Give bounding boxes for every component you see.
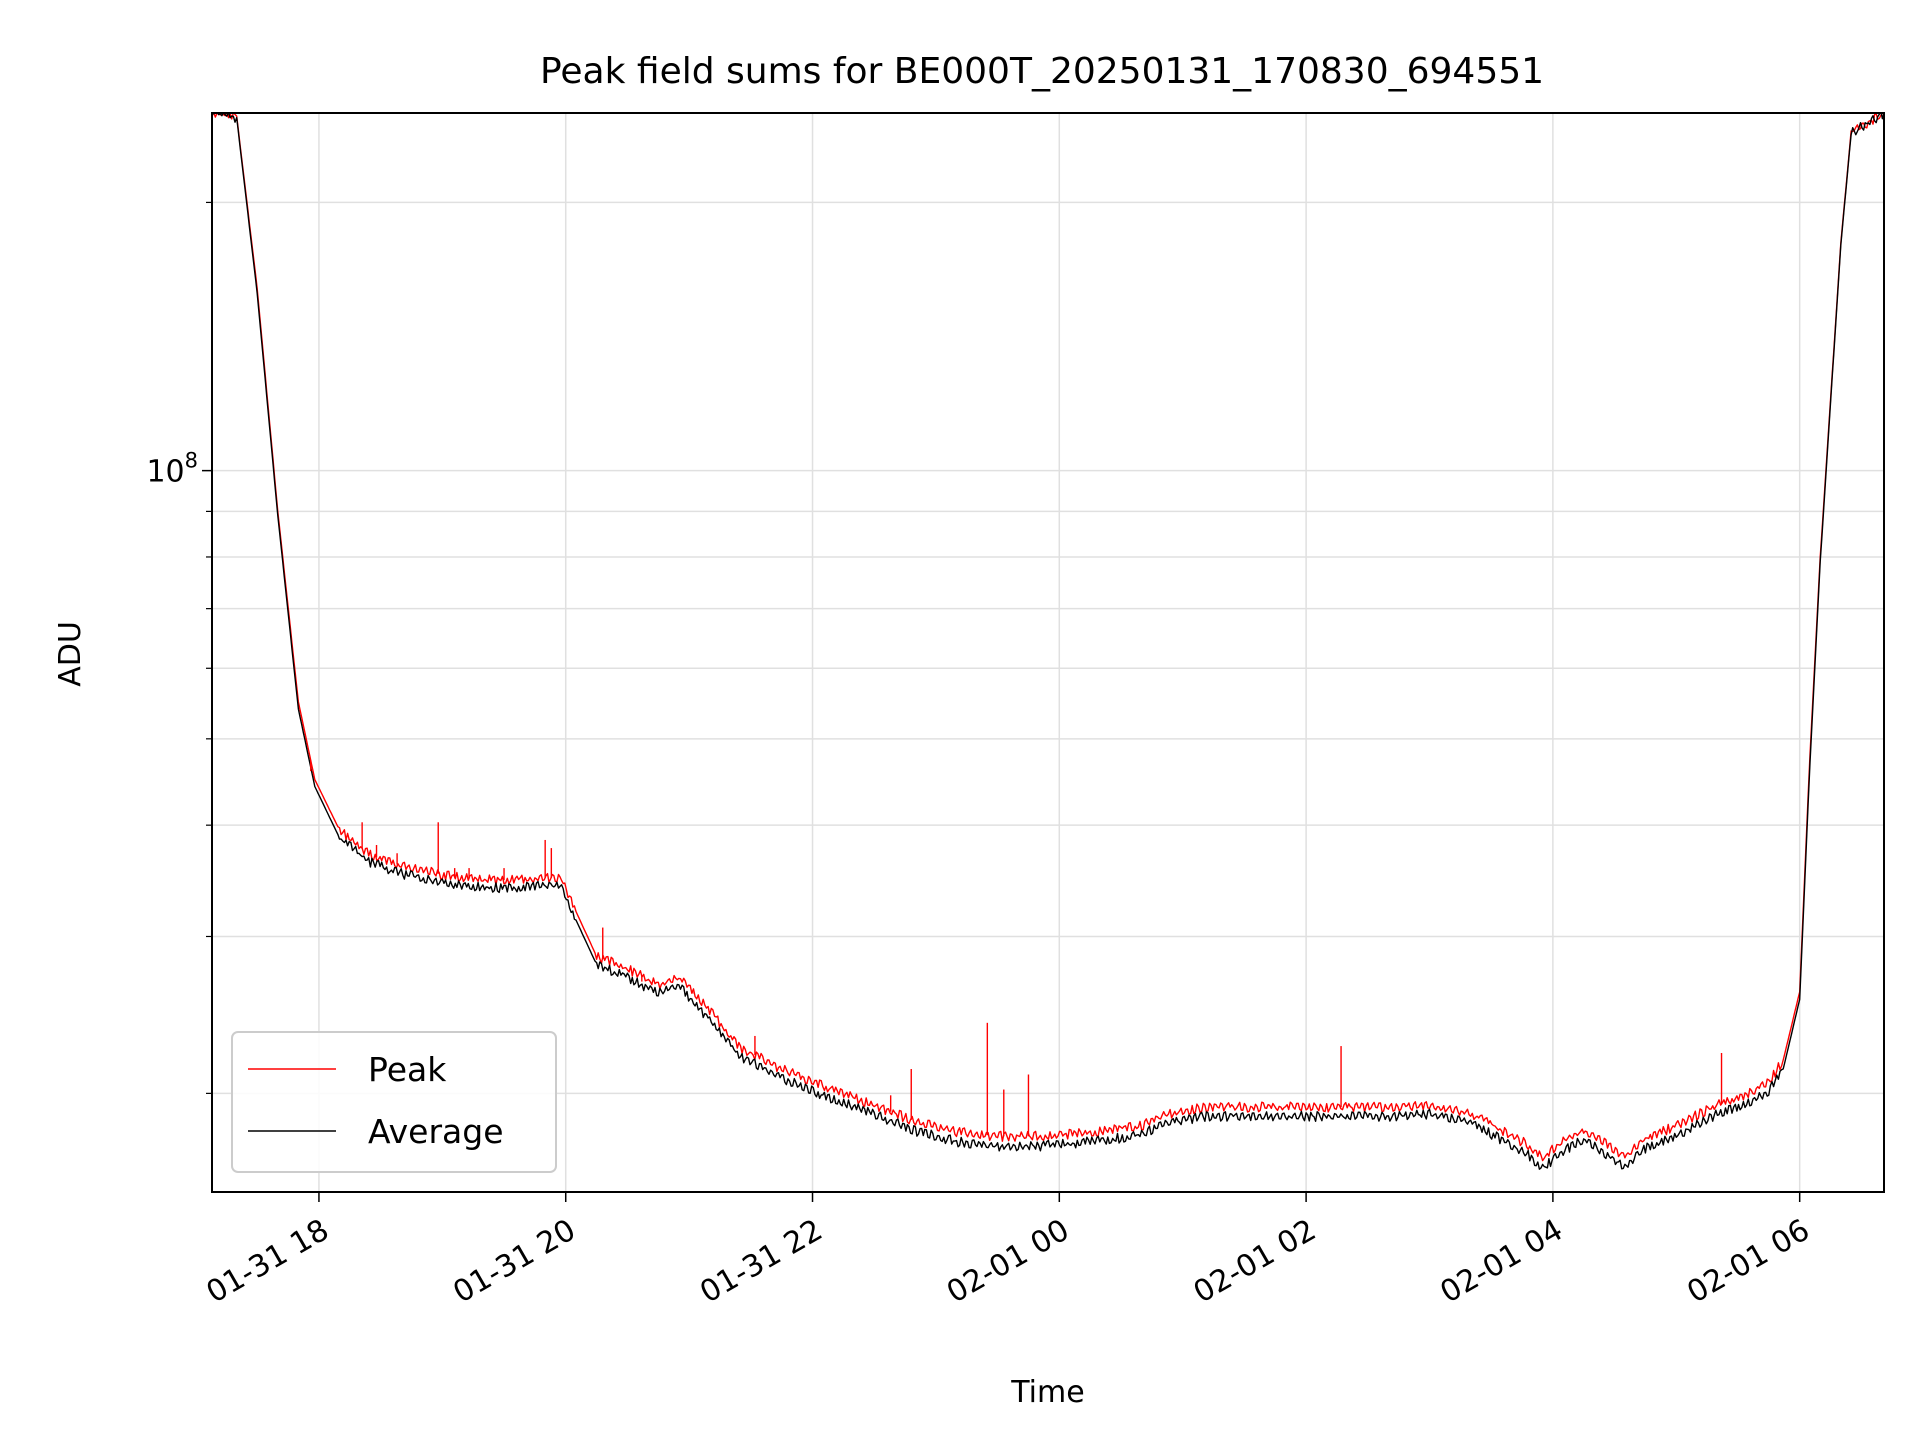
legend: Peak Average (231, 1031, 557, 1173)
legend-box (231, 1031, 557, 1173)
series-line-average (212, 113, 1884, 1170)
legend-label-average: Average (368, 1112, 504, 1151)
series-layer (212, 113, 1884, 1170)
y-axis-label: ADU (53, 621, 88, 687)
plot-frame (211, 112, 1885, 1193)
y-axis-ticks: 108 (146, 201, 212, 1094)
y-tick-label: 108 (146, 449, 198, 490)
legend-label-peak: Peak (368, 1050, 447, 1089)
chart-title: Peak field sums for BE000T_20250131_1708… (540, 51, 1544, 92)
x-axis-label: Time (1010, 1375, 1084, 1410)
plot-lines (212, 113, 1884, 1170)
grid (212, 113, 1884, 1192)
series-line-peak (212, 113, 1884, 1162)
